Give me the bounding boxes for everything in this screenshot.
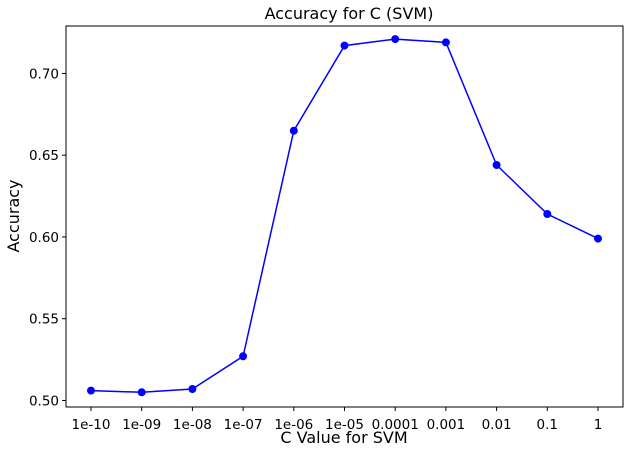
- data-point: [289, 126, 298, 135]
- x-tick-label: 0.1: [537, 417, 558, 433]
- x-axis-label: C Value for SVM: [280, 428, 407, 447]
- x-tick-label: 0.001: [427, 417, 466, 433]
- x-tick-label: 1e-05: [325, 417, 364, 433]
- chart-title: Accuracy for C (SVM): [265, 4, 434, 23]
- accuracy-line: [90, 38, 599, 394]
- x-tick-label: 0.01: [482, 417, 512, 433]
- plot-area-frame: [65, 25, 624, 408]
- y-tick-label: 0.55: [29, 312, 59, 328]
- x-tick-label: 1: [594, 417, 603, 433]
- x-tick-label: 1e-09: [122, 417, 161, 433]
- data-point: [340, 41, 349, 50]
- x-tick-label: 1e-10: [72, 417, 111, 433]
- data-point: [137, 388, 146, 397]
- data-point: [594, 234, 602, 243]
- data-point: [543, 210, 552, 218]
- x-tick-label: 1e-06: [274, 417, 313, 433]
- x-tick-label: 1e-07: [224, 417, 263, 433]
- y-tick-label: 0.65: [29, 148, 59, 164]
- chart-marks: 0.50 0.55 0.60 0.65 0.70 1e-10 1e-09 1e-08 1e-07…: [29, 35, 603, 433]
- data-point: [492, 161, 501, 169]
- y-axis-label: Accuracy: [4, 179, 23, 252]
- data-point: [239, 352, 248, 361]
- y-tick-label: 0.60: [29, 230, 59, 246]
- data-point: [441, 38, 450, 47]
- y-tick-label: 0.50: [29, 393, 59, 409]
- y-tick-label: 0.70: [29, 66, 59, 82]
- x-tick-label: 0.0001: [372, 417, 419, 433]
- data-point: [391, 35, 400, 44]
- x-tick-label: 1e-08: [173, 417, 212, 433]
- data-point: [188, 385, 197, 393]
- data-point: [87, 386, 95, 395]
